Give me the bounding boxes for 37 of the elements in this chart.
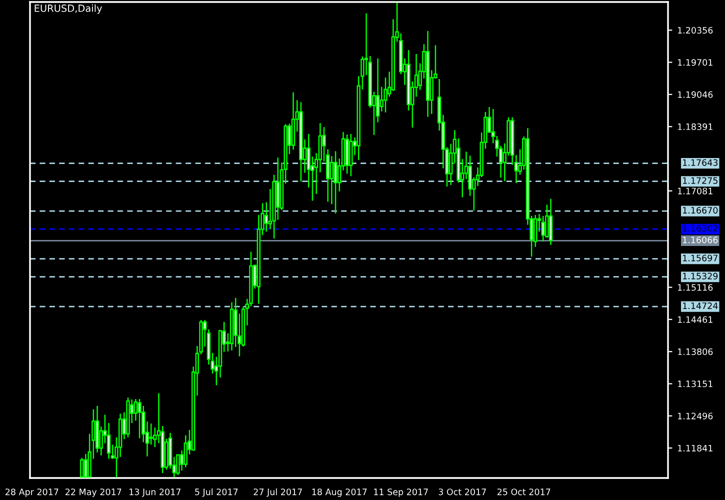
candlestick bbox=[541, 215, 545, 242]
ref-line-label: 1.14724 bbox=[682, 302, 718, 309]
x-tick-label: 5 Jul 2017 bbox=[195, 488, 238, 497]
y-tick-label: 1.19701 bbox=[678, 59, 712, 66]
x-tick-label: 25 Oct 2017 bbox=[497, 488, 550, 496]
candlestick bbox=[149, 422, 153, 446]
ref-line-label: 1.15697 bbox=[682, 254, 718, 262]
ref-line-label: 1.16066 bbox=[682, 236, 718, 244]
x-tick-label: 18 Aug 2017 bbox=[312, 488, 367, 497]
x-tick-label: 3 Oct 2017 bbox=[438, 488, 486, 496]
candlestick bbox=[138, 398, 142, 439]
ref-line-label: 1.15329 bbox=[682, 272, 718, 280]
y-tick-label: 1.12496 bbox=[678, 412, 713, 420]
x-tick-label: 11 Sep 2017 bbox=[374, 488, 428, 497]
chart-title: EURUSD,Daily bbox=[34, 4, 102, 14]
x-tick-label: 28 Apr 2017 bbox=[6, 488, 58, 497]
y-tick-label: 1.13806 bbox=[678, 348, 713, 356]
x-tick-label: 22 May 2017 bbox=[66, 488, 122, 497]
y-tick-label: 1.14461 bbox=[678, 316, 712, 323]
y-tick-label: 1.20356 bbox=[678, 27, 713, 34]
y-tick-label: 1.13151 bbox=[678, 380, 712, 388]
ref-line-label: 1.17275 bbox=[682, 177, 718, 184]
x-tick-label: 13 Jun 2017 bbox=[130, 488, 180, 497]
ref-line-label: 1.17643 bbox=[682, 159, 718, 166]
ref-line-label: 1.16670 bbox=[682, 206, 718, 214]
y-tick-label: 1.19046 bbox=[678, 91, 713, 98]
candlestick bbox=[80, 457, 84, 478]
candlestick bbox=[176, 454, 180, 476]
candlestick bbox=[334, 150, 338, 214]
candlestick bbox=[330, 155, 334, 205]
x-tick-label: 27 Jul 2017 bbox=[254, 488, 302, 497]
ref-line-label: 1.16302 bbox=[682, 225, 718, 232]
y-tick-label: 1.15116 bbox=[678, 284, 713, 291]
y-tick-label: 1.17081 bbox=[678, 188, 712, 194]
y-tick-label: 1.11841 bbox=[678, 444, 712, 452]
candlestick bbox=[545, 204, 549, 238]
y-tick-label: 1.18391 bbox=[678, 123, 712, 130]
